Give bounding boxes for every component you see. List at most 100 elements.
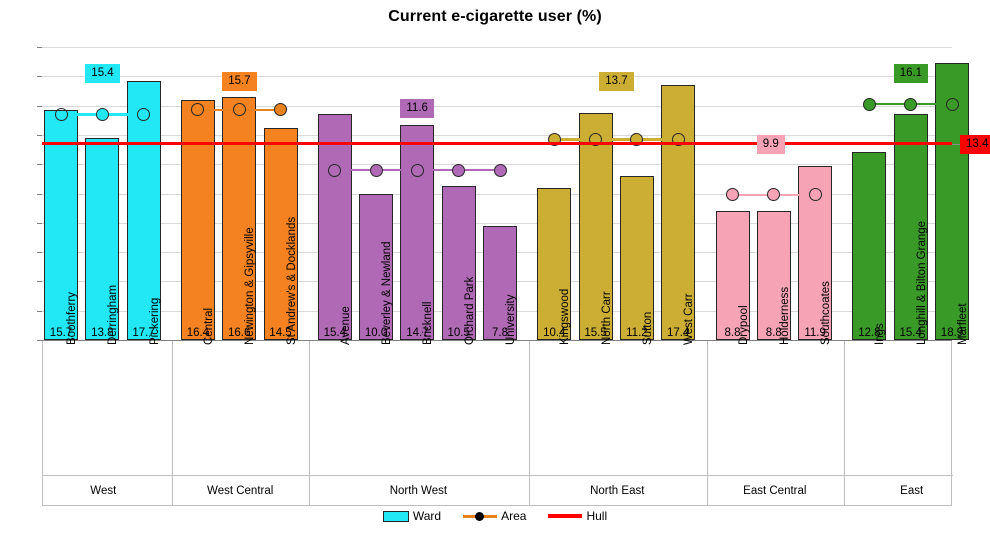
ward-axis-label: University — [505, 294, 517, 345]
ward-axis-label: Central — [202, 307, 215, 345]
ward-axis-label: Bricknell — [422, 301, 435, 345]
area-value-callout: 13.7 — [599, 72, 634, 91]
area-series-marker[interactable] — [369, 163, 383, 177]
area-series-marker[interactable] — [410, 163, 424, 177]
bar[interactable] — [661, 85, 696, 340]
y-gridline — [42, 47, 952, 48]
legend-label: Ward — [412, 509, 442, 523]
bar[interactable] — [893, 114, 928, 340]
legend-item-ward[interactable]: Ward — [382, 509, 442, 523]
group-separator — [528, 341, 530, 506]
ward-axis-label: Holderness — [778, 286, 791, 345]
bar[interactable] — [441, 186, 476, 340]
chart-legend: Ward Area Hull — [0, 509, 990, 523]
legend-label: Hull — [586, 509, 608, 523]
group-axis-label: North West — [389, 485, 448, 497]
group-separator — [172, 341, 174, 506]
y-gridline — [42, 340, 952, 341]
area-series-marker[interactable] — [137, 107, 151, 121]
area-series-marker[interactable] — [767, 188, 781, 202]
bar[interactable] — [537, 187, 572, 340]
ward-axis-label: Kingswood — [559, 288, 572, 345]
ward-axis-label: Boothferry — [66, 291, 78, 345]
ward-axis-label: Ings — [874, 323, 887, 345]
bar[interactable] — [44, 110, 78, 340]
area-series-marker[interactable] — [862, 97, 876, 111]
y-axis-tick-mark — [37, 164, 42, 166]
area-series-marker[interactable] — [328, 163, 342, 177]
bar[interactable] — [126, 80, 161, 340]
area-series-marker[interactable] — [95, 107, 109, 121]
bar[interactable] — [483, 225, 517, 340]
legend-bar-swatch-icon — [382, 510, 409, 522]
hull-reference-line — [42, 141, 952, 146]
group-separator — [707, 341, 708, 506]
ward-axis-label: Marfleet — [957, 303, 969, 345]
area-series-line — [554, 137, 679, 141]
bar[interactable] — [222, 96, 257, 340]
area-series-marker[interactable] — [808, 188, 822, 202]
plot-area: 0246810121416182015.713.817.716.416.614.… — [37, 47, 990, 341]
area-series-marker[interactable] — [54, 107, 68, 121]
bar[interactable] — [180, 99, 215, 340]
y-axis-tick-mark — [37, 134, 42, 136]
area-value-callout: 11.6 — [400, 99, 434, 118]
chart-title: Current e-cigarette user (%) — [388, 8, 602, 25]
bar[interactable] — [715, 211, 750, 340]
area-series-marker[interactable] — [452, 163, 466, 177]
ward-axis-label: Drypool — [737, 305, 750, 345]
legend-item-hull[interactable]: Hull — [548, 509, 607, 523]
area-series-marker[interactable] — [904, 97, 918, 111]
bar[interactable] — [359, 193, 394, 340]
group-separator — [309, 341, 311, 506]
group-row-divider — [43, 475, 953, 476]
group-axis-label: East — [900, 485, 924, 497]
bar[interactable] — [756, 211, 791, 340]
area-series-marker[interactable] — [232, 103, 246, 117]
y-axis-tick-mark — [37, 76, 42, 78]
hull-value-callout: 13.4 — [960, 134, 990, 154]
ward-axis-label: Pickering — [148, 297, 161, 345]
legend-label: Area — [501, 509, 527, 523]
area-value-callout: 9.9 — [756, 135, 785, 154]
y-axis-tick-mark — [37, 193, 42, 195]
y-axis-tick-mark — [37, 340, 42, 341]
ward-axis-label: West Carr — [683, 293, 696, 345]
area-series-marker[interactable] — [945, 97, 959, 111]
ward-axis-label: Beverley & Newland — [381, 241, 394, 345]
group-separator — [843, 341, 845, 506]
ward-axis-label: North Carr — [600, 291, 613, 345]
area-series-marker[interactable] — [493, 163, 507, 177]
ward-axis-label: Derringham — [107, 284, 120, 345]
bar[interactable] — [578, 112, 613, 340]
bar[interactable] — [619, 175, 654, 340]
bar[interactable] — [263, 127, 298, 340]
y-gridline — [42, 193, 952, 195]
group-axis-label: North East — [590, 485, 645, 497]
legend-item-area[interactable]: Area — [463, 509, 526, 523]
area-series-marker[interactable] — [191, 103, 205, 117]
group-axis-label: East Central — [743, 485, 807, 497]
area-value-callout: 15.7 — [222, 72, 257, 91]
bar[interactable] — [85, 137, 120, 340]
ward-axis-label: St Andrew's & Docklands — [285, 216, 298, 345]
category-axis-panel: Boothferry Derringham Pickering Central Newi… — [42, 217, 969, 506]
ward-axis-label: Sutton — [641, 311, 654, 345]
ward-axis-label: Avenue — [339, 306, 352, 345]
area-value-callout: 16.1 — [893, 64, 929, 83]
bar[interactable] — [400, 124, 435, 340]
y-axis-tick-mark — [37, 47, 42, 48]
y-gridline — [42, 76, 952, 78]
area-series-marker[interactable] — [726, 188, 739, 202]
bar[interactable] — [852, 152, 887, 340]
y-axis-tick-mark — [37, 310, 42, 312]
y-axis-tick-mark — [37, 222, 42, 224]
legend-line-marker-icon — [463, 510, 498, 522]
y-axis-tick-mark — [37, 281, 42, 283]
area-series-marker[interactable] — [274, 103, 287, 117]
y-gridline — [42, 222, 952, 224]
bar[interactable] — [317, 114, 352, 340]
group-axis-label: West — [90, 485, 117, 497]
area-value-callout: 15.4 — [85, 64, 120, 83]
